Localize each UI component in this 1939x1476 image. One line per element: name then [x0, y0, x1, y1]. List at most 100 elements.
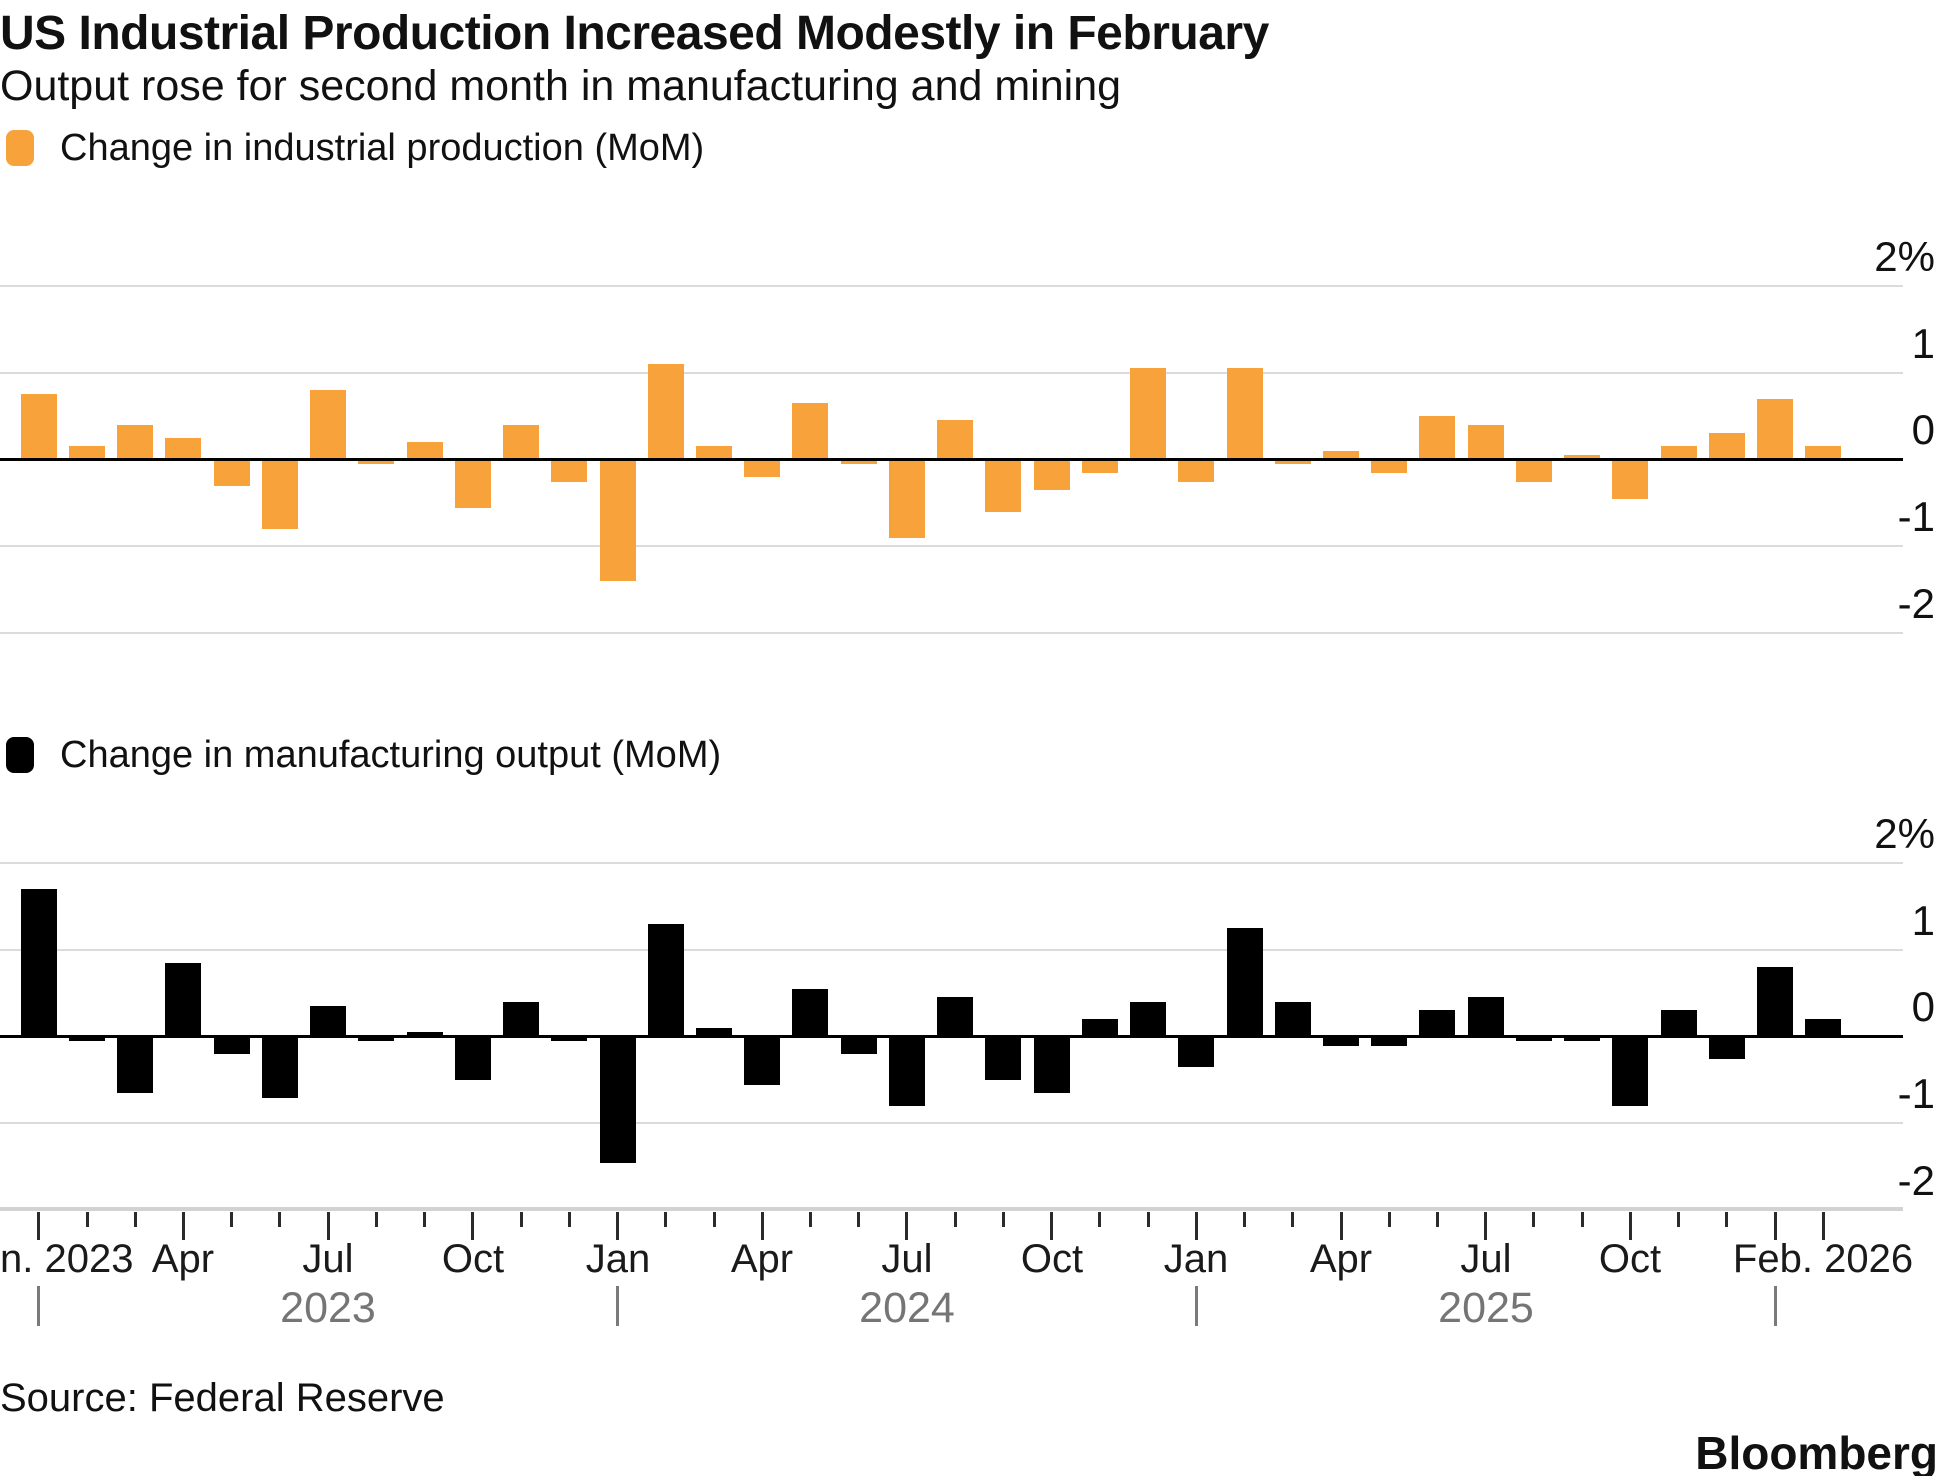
- bar-manufacturing-feb-2025: [1227, 928, 1263, 1036]
- bar-industrial-mar-2025: [1275, 460, 1311, 464]
- bar-industrial-oct-2023: [455, 460, 491, 508]
- bar-industrial-aug-2023: [358, 460, 394, 464]
- x-axis-tick: [278, 1212, 281, 1227]
- bar-industrial-nov-2023: [503, 425, 539, 460]
- x-axis-tick: [471, 1212, 474, 1240]
- bar-manufacturing-feb-2024: [648, 924, 684, 1037]
- x-axis-tick: [1388, 1212, 1391, 1227]
- y-axis-label-manufacturing: 0: [1911, 983, 1935, 1030]
- bar-industrial-nov-2025: [1661, 446, 1697, 459]
- x-axis-tick: [1822, 1212, 1825, 1240]
- x-axis-tick: [1340, 1212, 1343, 1240]
- bar-industrial-feb-2024: [648, 364, 684, 459]
- bar-manufacturing-sep-2025: [1564, 1037, 1600, 1041]
- y-axis-label-industrial: -1: [1897, 493, 1935, 540]
- x-axis-tick: [1774, 1212, 1777, 1240]
- gridline-manufacturing: [0, 1122, 1903, 1124]
- page-title: US Industrial Production Increased Modes…: [0, 7, 1269, 60]
- bar-manufacturing-dec-2024: [1130, 1002, 1166, 1037]
- bar-manufacturing-jul-2023: [310, 1006, 346, 1036]
- manufacturing-output-swatch-icon: [6, 737, 34, 773]
- x-axis-tick: [568, 1212, 571, 1227]
- bar-industrial-mar-2023: [117, 425, 153, 460]
- gridline-manufacturing: [0, 862, 1903, 864]
- bar-manufacturing-sep-2024: [985, 1037, 1021, 1080]
- gridline-industrial: [0, 632, 1903, 634]
- bar-manufacturing-apr-2023: [165, 963, 201, 1037]
- bar-manufacturing-dec-2023: [551, 1037, 587, 1041]
- x-axis-month-label: Oct: [441, 1237, 505, 1281]
- bar-manufacturing-jun-2025: [1419, 1010, 1455, 1036]
- bar-manufacturing-oct-2023: [455, 1037, 491, 1080]
- x-axis-tick: [327, 1212, 330, 1240]
- x-axis-month-label: Jul: [302, 1237, 354, 1281]
- bar-manufacturing-jun-2023: [262, 1037, 298, 1098]
- x-axis-tick: [1002, 1212, 1005, 1227]
- x-axis-tick: [1484, 1212, 1487, 1240]
- bar-industrial-may-2023: [214, 460, 250, 486]
- bar-industrial-sep-2024: [985, 460, 1021, 512]
- year-separator: [37, 1286, 40, 1326]
- y-axis-label-industrial: 1: [1911, 320, 1935, 367]
- bar-manufacturing-apr-2025: [1323, 1037, 1359, 1046]
- x-axis-month-label: Oct: [1598, 1237, 1662, 1281]
- bar-industrial-jun-2024: [841, 460, 877, 464]
- bar-industrial-feb-2023: [69, 446, 105, 459]
- x-axis-tick: [664, 1212, 667, 1227]
- x-axis-month-label: Jan: [1163, 1237, 1229, 1281]
- x-axis-tick: [1581, 1212, 1584, 1227]
- bar-industrial-dec-2024: [1130, 368, 1166, 459]
- y-axis-label-industrial: -2: [1897, 580, 1935, 627]
- y-axis-label-manufacturing: 2%: [1874, 810, 1935, 857]
- x-axis-tick: [1243, 1212, 1246, 1227]
- bar-manufacturing-may-2025: [1371, 1037, 1407, 1046]
- bar-industrial-sep-2025: [1564, 455, 1600, 459]
- bar-industrial-may-2024: [792, 403, 828, 459]
- x-axis-tick: [809, 1212, 812, 1227]
- bar-industrial-apr-2024: [744, 460, 780, 477]
- x-axis-tick: [230, 1212, 233, 1227]
- bar-industrial-mar-2024: [696, 446, 732, 459]
- source-note: Source: Federal Reserve: [0, 1376, 445, 1420]
- bar-industrial-oct-2024: [1034, 460, 1070, 490]
- bar-industrial-jan-2026: [1757, 399, 1793, 460]
- x-axis-tick: [1195, 1212, 1198, 1240]
- bar-manufacturing-jun-2024: [841, 1037, 877, 1054]
- x-axis-tick: [1436, 1212, 1439, 1227]
- x-axis-tick: [1629, 1212, 1632, 1240]
- y-axis-label-industrial: 0: [1911, 406, 1935, 453]
- bar-manufacturing-jan-2026: [1757, 967, 1793, 1036]
- bar-manufacturing-nov-2023: [503, 1002, 539, 1037]
- bar-manufacturing-oct-2024: [1034, 1037, 1070, 1093]
- bar-manufacturing-jul-2025: [1468, 997, 1504, 1036]
- y-axis-label-manufacturing: -1: [1897, 1070, 1935, 1117]
- x-axis-tick: [713, 1212, 716, 1227]
- bar-manufacturing-jul-2024: [889, 1037, 925, 1106]
- y-axis-label-industrial: 2%: [1874, 233, 1935, 280]
- gridline-industrial: [0, 285, 1903, 287]
- x-axis-tick: [761, 1212, 764, 1240]
- legend-industrial-production-label: Change in industrial production (MoM): [60, 126, 705, 169]
- legend-manufacturing-output-label: Change in manufacturing output (MoM): [60, 733, 722, 776]
- x-axis-tick: [134, 1212, 137, 1227]
- bar-manufacturing-aug-2023: [358, 1037, 394, 1041]
- bar-industrial-aug-2025: [1516, 460, 1552, 482]
- x-axis-tick: [375, 1212, 378, 1227]
- x-axis-month-label: Apr: [730, 1237, 794, 1281]
- y-axis-label-manufacturing: -2: [1897, 1157, 1935, 1204]
- bar-manufacturing-mar-2023: [117, 1037, 153, 1093]
- x-axis-tick: [954, 1212, 957, 1227]
- bar-industrial-jun-2023: [262, 460, 298, 529]
- bar-manufacturing-mar-2025: [1275, 1002, 1311, 1037]
- bar-manufacturing-feb-2023: [69, 1037, 105, 1041]
- zero-line-industrial: [0, 458, 1903, 461]
- bar-industrial-oct-2025: [1612, 460, 1648, 499]
- x-axis-tick: [1532, 1212, 1535, 1227]
- x-axis-tick: [905, 1212, 908, 1240]
- bar-industrial-jul-2024: [889, 460, 925, 538]
- y-axis-label-manufacturing: 1: [1911, 897, 1935, 944]
- bar-industrial-jan-2024: [600, 460, 636, 581]
- bar-manufacturing-oct-2025: [1612, 1037, 1648, 1106]
- bloomberg-logo: Bloomberg: [1695, 1427, 1938, 1476]
